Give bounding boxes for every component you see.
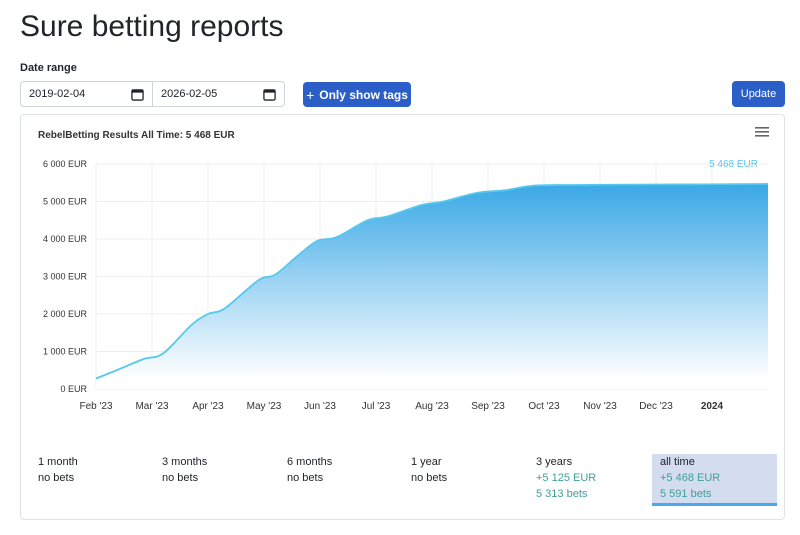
y-tick-label: 2 000 EUR: [43, 309, 88, 319]
summary-amount: +5 468 EUR: [660, 472, 721, 484]
summary-all-time[interactable]: all time +5 468 EUR 5 591 bets: [652, 454, 777, 506]
summary-bets: 5 591 bets: [660, 488, 712, 500]
summary-period: 6 months: [287, 456, 333, 468]
summary-1-month[interactable]: 1 month no bets: [38, 454, 148, 506]
x-tick-label: May '23: [247, 401, 282, 412]
summary-period: 1 year: [411, 456, 442, 468]
x-tick-label: Feb '23: [79, 401, 112, 412]
summary-amount: +5 125 EUR: [536, 472, 597, 484]
date-from-field[interactable]: 2019-02-04: [21, 82, 152, 106]
summary-bets: no bets: [411, 472, 448, 484]
results-chart-card: 0 EUR 1 000 EUR 2 000 EUR 3 000 EUR 4 000 EU…: [20, 114, 785, 520]
y-tick-label: 3 000 EUR: [43, 272, 88, 282]
x-tick-label: Aug '23: [415, 401, 449, 412]
y-tick-label: 4 000 EUR: [43, 234, 88, 244]
summary-1-year[interactable]: 1 year no bets: [411, 454, 521, 506]
summary-period: all time: [660, 456, 695, 468]
summary-period: 1 month: [38, 456, 78, 468]
x-tick-label: Sep '23: [471, 401, 505, 412]
results-line: [95, 183, 769, 380]
summary-6-months[interactable]: 6 months no bets: [287, 454, 397, 506]
y-tick-label: 5 000 EUR: [43, 197, 88, 207]
x-tick-label: Mar '23: [135, 401, 168, 412]
summary-3-months[interactable]: 3 months no bets: [162, 454, 272, 506]
page-title: Sure betting reports: [20, 10, 284, 43]
date-from-value: 2019-02-04: [29, 88, 86, 100]
only-show-tags-button[interactable]: + Only show tags: [303, 82, 411, 107]
calendar-icon[interactable]: [131, 88, 144, 101]
date-to-field[interactable]: 2026-02-05: [152, 82, 284, 106]
x-tick-label: Jun '23: [304, 401, 336, 412]
x-tick-label: 2024: [701, 401, 724, 412]
results-area: [96, 183, 768, 389]
results-area-chart: 0 EUR 1 000 EUR 2 000 EUR 3 000 EUR 4 000 EU…: [43, 159, 769, 412]
x-tick-label: Nov '23: [583, 401, 617, 412]
date-range-label: Date range: [20, 62, 77, 74]
period-summary: 1 month no bets 3 months no bets 6 month…: [21, 454, 786, 506]
last-value-label: 5 468 EUR: [709, 159, 758, 170]
summary-bets: no bets: [287, 472, 324, 484]
only-show-tags-label: Only show tags: [319, 87, 408, 102]
summary-period: 3 months: [162, 456, 208, 468]
x-tick-label: Jul '23: [362, 401, 391, 412]
update-button[interactable]: Update: [732, 81, 785, 107]
hamburger-menu-icon[interactable]: [754, 125, 770, 139]
x-tick-label: Dec '23: [639, 401, 673, 412]
summary-3-years[interactable]: 3 years +5 125 EUR 5 313 bets: [536, 454, 646, 506]
x-tick-label: Apr '23: [192, 401, 224, 412]
summary-bets: 5 313 bets: [536, 488, 588, 500]
x-tick-label: Oct '23: [528, 401, 560, 412]
calendar-icon[interactable]: [263, 88, 276, 101]
y-tick-label: 0 EUR: [60, 384, 87, 394]
y-tick-label: 1 000 EUR: [43, 347, 88, 357]
date-to-value: 2026-02-05: [161, 88, 218, 100]
date-range-picker: 2019-02-04 2026-02-05: [20, 81, 285, 107]
y-tick-label: 6 000 EUR: [43, 159, 88, 169]
summary-bets: no bets: [38, 472, 75, 484]
summary-bets: no bets: [162, 472, 199, 484]
chart-title: RebelBetting Results All Time: 5 468 EUR: [38, 130, 235, 141]
plus-icon: +: [306, 86, 315, 103]
summary-period: 3 years: [536, 456, 573, 468]
